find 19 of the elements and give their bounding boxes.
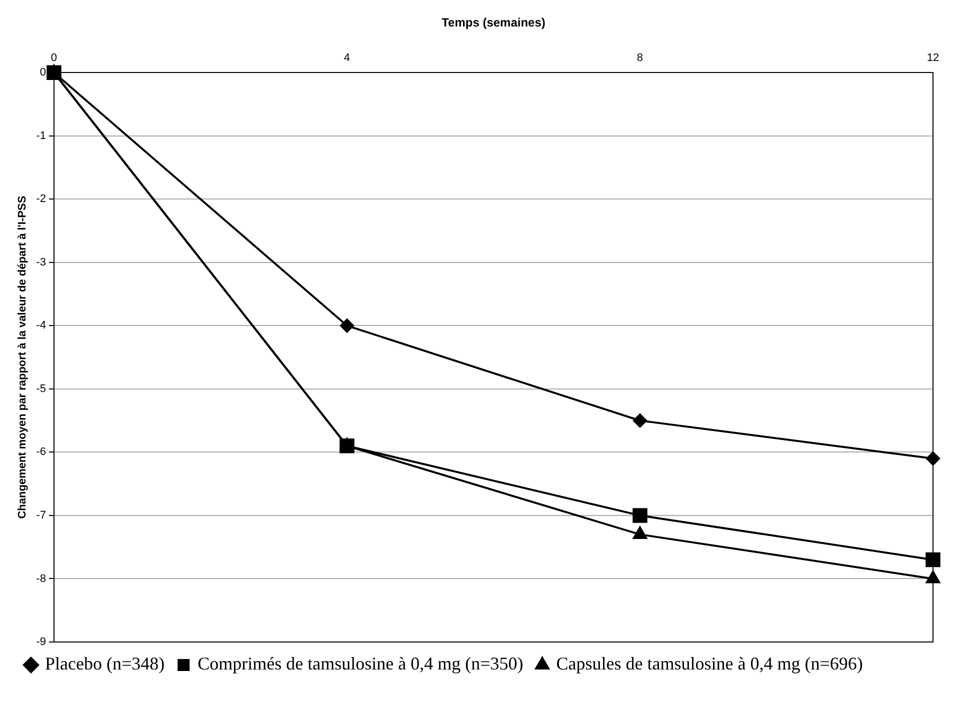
y-tick-label: -2	[36, 193, 46, 206]
y-tick-label: -1	[36, 130, 46, 142]
legend-label: Placebo (n=348)	[45, 654, 165, 674]
x-axis-title: Temps (semaines)	[442, 16, 546, 30]
y-tick-label: -3	[36, 256, 46, 268]
x-tick-label: 0	[50, 52, 58, 64]
y-tick-label: -4	[36, 320, 46, 332]
y-axis-title: Changement moyen par rapport à la valeur de départ à l'I-PSS	[16, 196, 29, 519]
y-tick-label: -8	[36, 572, 46, 585]
y-tick-label: -5	[36, 382, 46, 395]
legend-label: Capsules de tamsulosine à 0,4 mg (n=696)	[556, 654, 863, 674]
legend-label: Comprimés de tamsulosine à 0,4 mg (n=350)	[198, 654, 524, 674]
x-tick-label: 12	[926, 52, 940, 64]
y-tick-label: -6	[36, 446, 46, 458]
y-tick-label: -9	[36, 636, 46, 648]
x-tick-label: 4	[344, 52, 350, 64]
x-tick-label: 8	[636, 52, 644, 64]
y-tick-label: -7	[36, 510, 46, 522]
y-tick-label: 0	[40, 66, 46, 79]
